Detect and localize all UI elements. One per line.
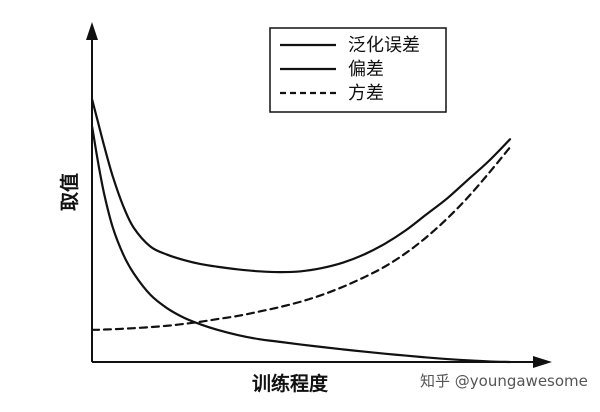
series-line-1 <box>90 97 512 274</box>
watermark-text: 知乎 @youngawesome <box>420 372 588 390</box>
x-axis-arrow <box>533 356 552 368</box>
series-layer <box>90 97 512 364</box>
legend-label-3: 方差 <box>348 83 384 104</box>
legend-box <box>269 27 447 113</box>
series-line-2 <box>90 124 512 364</box>
legend-label-1: 泛化误差 <box>348 35 420 56</box>
plot-area <box>86 22 552 368</box>
y-axis-label: 取值 <box>58 173 81 211</box>
y-axis-arrow <box>86 22 98 40</box>
x-axis-label: 训练程度 <box>252 372 329 395</box>
series-line-3 <box>90 146 512 331</box>
legend-label-2: 偏差 <box>348 59 384 80</box>
